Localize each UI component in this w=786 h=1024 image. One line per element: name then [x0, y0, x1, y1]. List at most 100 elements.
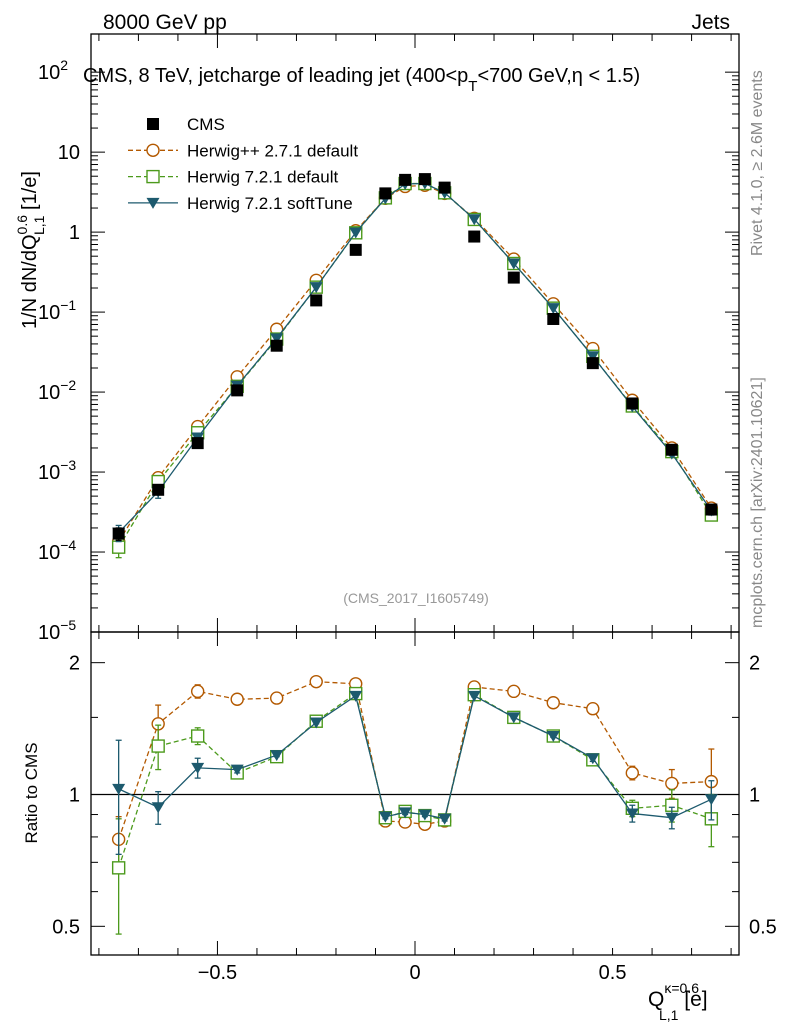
data-point-cms: [270, 339, 283, 352]
data-point-cms: [231, 384, 244, 397]
series-line-herwig721: [118, 692, 712, 869]
series-herwigpp: [111, 178, 719, 549]
data-point-softtune: [309, 282, 323, 294]
ratio-series: [111, 674, 719, 935]
legend-label: CMS: [187, 115, 225, 134]
data-point-softtune: [546, 731, 560, 743]
data-point-herwig721: [151, 739, 165, 753]
data-point-softtune: [507, 258, 521, 270]
main-y-tick-label: 1: [69, 222, 80, 244]
data-point-herwigpp: [507, 684, 521, 699]
data-point-cms: [349, 243, 362, 256]
data-point-herwigpp: [625, 766, 640, 780]
rivet-version-label: Rivet 4.1.0, ≥ 2.6M events: [749, 70, 766, 256]
data-point-softtune: [665, 812, 679, 824]
x-axis-label: Qκ=0.6 L,1 [e]: [648, 980, 708, 1023]
data-point-cms: [379, 187, 392, 200]
legend-entry-cms: CMS: [147, 115, 225, 134]
data-point-softtune: [270, 750, 284, 762]
data-point-cms: [310, 294, 323, 307]
legend-entry-herwigpp: Herwig++ 2.7.1 default: [128, 141, 358, 160]
data-point-softtune: [309, 717, 323, 729]
data-point-softtune: [507, 712, 521, 724]
data-point-cms: [586, 357, 599, 370]
series-herwigpp: [111, 674, 719, 866]
header-energy-label: 8000 GeV pp: [103, 11, 227, 34]
data-point-herwigpp: [586, 702, 600, 716]
analysis-tag: (CMS_2017_I1605749): [343, 590, 489, 606]
ratio-y-tick-label-right: 1: [749, 784, 760, 806]
series-line-herwig721: [118, 182, 712, 548]
series-softtune: [112, 178, 718, 543]
data-point-softtune: [349, 227, 363, 239]
data-point-herwigpp: [665, 776, 679, 791]
main-y-tick-label: 102: [38, 57, 68, 84]
ratio-y-tick-label: 1: [69, 784, 80, 806]
main-series: [111, 173, 719, 559]
data-point-herwig721: [111, 861, 126, 875]
data-point-softtune: [625, 808, 639, 820]
data-point-cms: [547, 312, 560, 325]
x-tick-label: −0.5: [198, 962, 237, 984]
data-point-softtune: [418, 809, 432, 821]
series-line-softtune: [118, 694, 712, 820]
data-point-softtune: [349, 690, 363, 702]
main-y-tick-label: 10−1: [38, 297, 76, 324]
data-point-cms: [665, 443, 678, 456]
data-point-cms: [418, 173, 431, 186]
data-point-softtune: [467, 690, 481, 702]
data-point-herwigpp: [546, 696, 560, 710]
x-tick-label: 0: [409, 962, 420, 984]
data-point-cms: [399, 173, 412, 186]
series-line-herwigpp: [118, 184, 712, 542]
legend-label: Herwig++ 2.7.1 default: [187, 141, 358, 160]
mcplots-label: mcplots.cern.ch [arXiv:2401.10621]: [749, 377, 766, 628]
data-point-softtune: [398, 807, 412, 819]
ratio-y-tick-label-right: 2: [749, 653, 760, 675]
legend-label: Herwig 7.2.1 softTune: [187, 194, 353, 213]
main-y-tick-label: 10: [58, 142, 80, 164]
data-point-softtune: [151, 802, 165, 814]
data-point-herwigpp: [190, 684, 205, 699]
legend-marker-softtune: [146, 197, 160, 209]
data-point-cms: [438, 181, 451, 194]
ratio-y-axis-label: Ratio to CMS: [22, 742, 41, 843]
data-point-cms: [191, 437, 204, 450]
data-point-softtune: [704, 794, 718, 806]
data-point-herwigpp: [230, 692, 244, 706]
data-point-softtune: [191, 762, 205, 774]
data-point-herwig721: [190, 729, 205, 743]
series-herwig721: [111, 686, 719, 935]
ratio-y-tick-label-right: 0.5: [749, 916, 777, 938]
data-point-cms: [112, 527, 125, 540]
main-y-tick-label: 10−5: [38, 617, 76, 644]
ratio-y-tick-label: 2: [69, 653, 80, 675]
series-herwig721: [111, 176, 719, 559]
data-point-softtune: [378, 811, 392, 823]
series-softtune: [112, 690, 718, 855]
legend-entry-softtune: Herwig 7.2.1 softTune: [128, 194, 353, 213]
main-y-axis-label: 1/N dN/dQ0.6L,1 [1/e]: [14, 171, 47, 329]
legend-label: Herwig 7.2.1 default: [187, 168, 338, 187]
series-line-herwigpp: [118, 681, 712, 840]
data-point-softtune: [546, 303, 560, 315]
data-point-cms: [626, 397, 639, 410]
data-point-softtune: [112, 783, 126, 795]
ratio-axes: 0.5 0.5 1 1 2 2 −0.5 0 0.5: [52, 632, 777, 984]
header-jets-label: Jets: [691, 11, 730, 34]
data-point-cms: [152, 483, 165, 496]
legend-marker-cms: [147, 118, 159, 130]
series-line-softtune: [118, 182, 712, 534]
data-point-softtune: [438, 813, 452, 825]
main-y-tick-label: 10−2: [38, 377, 76, 404]
data-point-cms: [705, 503, 718, 516]
legend: CMS Herwig++ 2.7.1 default Herwig 7.2.1 de…: [128, 115, 358, 213]
main-y-tick-label: 10−3: [38, 457, 76, 484]
ratio-plot-frame: [90, 631, 740, 956]
main-y-tick-label: 10−4: [38, 537, 76, 564]
series-cms: [112, 173, 718, 541]
data-point-cms: [468, 230, 481, 243]
main-axes: 10−5 10−4 10−3 10−2 10−1 1 10 102: [38, 34, 739, 644]
legend-marker-herwig721: [146, 169, 160, 184]
x-tick-label: 0.5: [599, 962, 627, 984]
